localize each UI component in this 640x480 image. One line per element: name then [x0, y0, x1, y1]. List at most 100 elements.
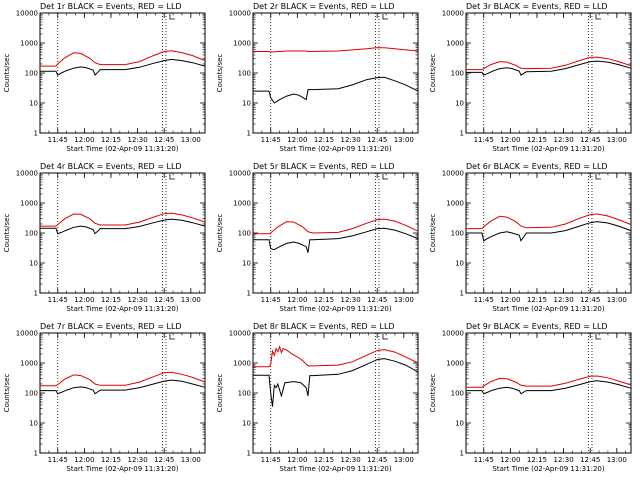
- y-tick-label: 100: [451, 230, 464, 238]
- plot-title: Det 4r BLACK = Events, RED = LLD: [40, 162, 182, 171]
- y-tick-label: 100: [25, 390, 38, 398]
- x-tick-label: 12:00: [287, 136, 307, 144]
- x-tick-label: 12:15: [314, 296, 334, 304]
- lld-series-line: [466, 56, 632, 71]
- detector-plot-9: Det 9r BLACK = Events, RED = LLD 1 10 100 10…: [429, 322, 632, 473]
- x-tick-label: 11:45: [474, 296, 494, 304]
- events-series-line: [253, 227, 419, 253]
- x-tick-label: 12:30: [127, 456, 147, 464]
- x-axis-label: Start Time (02-Apr-09 11:31:20): [66, 305, 178, 313]
- detector-plot-8: Det 8r BLACK = Events, RED = LLD 1 10 100 10…: [216, 322, 419, 473]
- y-tick-label: 10: [242, 420, 251, 428]
- plot-title: Det 6r BLACK = Events, RED = LLD: [466, 162, 608, 171]
- x-tick-label: 12:30: [553, 136, 573, 144]
- x-axis-label: Start Time (02-Apr-09 11:31:20): [66, 145, 178, 153]
- lld-series-line: [40, 212, 206, 227]
- x-tick-label: 12:15: [314, 136, 334, 144]
- x-tick-label: 12:00: [74, 136, 94, 144]
- x-tick-label: 12:45: [367, 136, 387, 144]
- x-tick-label: 13:00: [394, 136, 414, 144]
- x-tick-label: 12:15: [314, 456, 334, 464]
- plot-title: Det 8r BLACK = Events, RED = LLD: [253, 322, 395, 331]
- x-tick-label: 12:00: [500, 136, 520, 144]
- x-tick-label: 11:45: [261, 456, 281, 464]
- events-series-line: [40, 58, 206, 77]
- interval-bracket: [169, 174, 175, 180]
- y-tick-label: 100: [25, 230, 38, 238]
- detector-plot-2: Det 2r BLACK = Events, RED = LLD 1 10 100 10…: [216, 2, 419, 153]
- y-tick-label: 10: [455, 260, 464, 268]
- y-tick-label: 1: [460, 290, 464, 298]
- lld-series-line: [253, 218, 419, 235]
- events-series-line: [466, 221, 632, 242]
- y-tick-label: 10: [455, 420, 464, 428]
- x-tick-label: 12:00: [500, 456, 520, 464]
- events-series-line: [253, 358, 419, 407]
- x-tick-label: 12:30: [340, 296, 360, 304]
- y-tick-label: 100: [238, 390, 251, 398]
- x-tick-label: 12:45: [154, 136, 174, 144]
- detector-plot-1: Det 1r BLACK = Events, RED = LLD 1 10 100 10…: [3, 2, 206, 153]
- x-tick-label: 11:45: [261, 296, 281, 304]
- y-tick-label: 1: [247, 130, 251, 138]
- x-tick-label: 12:45: [580, 136, 600, 144]
- y-tick-label: 10000: [229, 170, 251, 178]
- y-tick-label: 10000: [16, 330, 38, 338]
- y-tick-label: 10000: [16, 170, 38, 178]
- interval-bracket: [595, 334, 601, 340]
- y-tick-label: 100: [451, 70, 464, 78]
- x-tick-label: 12:00: [74, 456, 94, 464]
- x-tick-label: 13:00: [181, 136, 201, 144]
- lld-series-line: [253, 47, 419, 53]
- x-tick-label: 11:45: [48, 136, 68, 144]
- x-tick-label: 11:45: [48, 296, 68, 304]
- plot-frame: [39, 332, 206, 454]
- y-tick-label: 1000: [20, 200, 38, 208]
- interval-bracket: [382, 174, 388, 180]
- y-tick-label: 10000: [229, 330, 251, 338]
- interval-bracket: [382, 334, 388, 340]
- y-tick-label: 100: [238, 70, 251, 78]
- x-tick-label: 11:45: [474, 136, 494, 144]
- interval-bracket: [169, 334, 175, 340]
- lld-series-line: [466, 375, 632, 388]
- y-tick-label: 10000: [16, 10, 38, 18]
- events-series-line: [466, 60, 632, 76]
- x-tick-label: 12:15: [527, 296, 547, 304]
- events-series-line: [466, 380, 632, 395]
- interval-bracket: [595, 174, 601, 180]
- x-tick-label: 13:00: [607, 456, 627, 464]
- plot-frame: [465, 332, 632, 454]
- plot-frame: [39, 12, 206, 134]
- y-tick-label: 1000: [233, 360, 251, 368]
- y-tick-label: 1: [34, 450, 38, 458]
- x-axis-label: Start Time (02-Apr-09 11:31:20): [492, 145, 604, 153]
- y-tick-label: 10: [242, 260, 251, 268]
- x-tick-label: 12:15: [101, 136, 121, 144]
- plot-title: Det 3r BLACK = Events, RED = LLD: [466, 2, 608, 11]
- x-tick-label: 12:45: [154, 296, 174, 304]
- x-tick-label: 11:45: [261, 136, 281, 144]
- detector-plot-3: Det 3r BLACK = Events, RED = LLD 1 10 100 10…: [429, 2, 632, 153]
- x-tick-label: 12:30: [127, 136, 147, 144]
- x-tick-label: 12:30: [127, 296, 147, 304]
- events-series-line: [40, 218, 206, 235]
- detector-plot-4: Det 4r BLACK = Events, RED = LLD 1 10 100 10…: [3, 162, 206, 313]
- plot-title: Det 9r BLACK = Events, RED = LLD: [466, 322, 608, 331]
- x-axis-label: Start Time (02-Apr-09 11:31:20): [279, 465, 391, 473]
- y-tick-label: 1000: [20, 360, 38, 368]
- x-tick-label: 12:45: [367, 296, 387, 304]
- x-tick-label: 11:45: [474, 456, 494, 464]
- interval-bracket: [169, 14, 175, 20]
- y-tick-label: 1000: [446, 360, 464, 368]
- x-tick-label: 13:00: [394, 296, 414, 304]
- y-axis-label: Counts/sec: [216, 54, 224, 93]
- x-tick-label: 12:15: [101, 296, 121, 304]
- lld-series-line: [466, 213, 632, 230]
- x-tick-label: 12:15: [527, 456, 547, 464]
- y-tick-label: 100: [238, 230, 251, 238]
- lld-series-line: [253, 345, 419, 368]
- y-tick-label: 10: [242, 100, 251, 108]
- lld-series-line: [40, 50, 206, 67]
